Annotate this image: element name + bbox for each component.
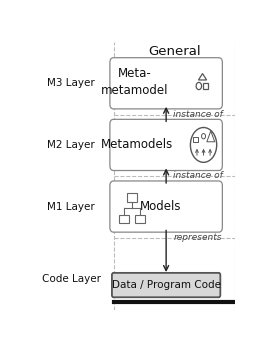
FancyBboxPatch shape — [110, 119, 222, 171]
Text: Metamodels: Metamodels — [101, 139, 173, 151]
FancyBboxPatch shape — [112, 273, 220, 297]
Bar — [203, 83, 208, 89]
Text: M1 Layer: M1 Layer — [47, 201, 95, 212]
Text: M3 Layer: M3 Layer — [47, 78, 95, 88]
Text: Code Layer: Code Layer — [41, 274, 100, 284]
Text: instance of: instance of — [173, 110, 223, 119]
Text: Meta-
metamodel: Meta- metamodel — [101, 68, 169, 97]
Bar — [127, 193, 137, 202]
Text: Data / Program Code: Data / Program Code — [112, 280, 221, 290]
FancyBboxPatch shape — [110, 181, 222, 232]
Text: represents: represents — [173, 234, 222, 243]
Text: instance of: instance of — [173, 171, 223, 180]
Text: General: General — [148, 45, 200, 58]
FancyBboxPatch shape — [110, 58, 222, 109]
Bar — [118, 215, 129, 223]
Text: Models: Models — [140, 200, 182, 213]
Text: M2 Layer: M2 Layer — [47, 140, 95, 150]
Bar — [135, 215, 145, 223]
Bar — [193, 137, 198, 142]
